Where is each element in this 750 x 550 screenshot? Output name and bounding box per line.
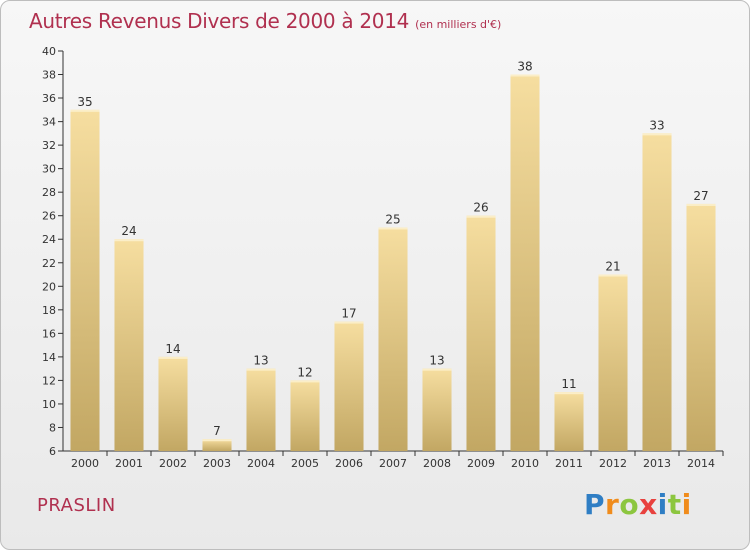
data-label-2011: 11 [561,377,576,391]
y-tick-label: 24 [42,233,56,246]
chart-title-main: Autres Revenus Divers de 2000 à 2014 [29,9,410,33]
bar-2009 [466,215,496,451]
bar-2008 [422,368,452,451]
logo-letter: x [639,488,658,521]
bar-2005 [290,380,320,451]
bar-2002 [158,356,188,451]
logo-letter: i [681,488,692,521]
y-tick-label: 10 [42,398,56,411]
bar-2010 [510,74,540,451]
x-tick-label: 2010 [511,457,539,470]
x-tick-label: 2014 [687,457,715,470]
logo-letter: o [619,488,640,521]
x-axis: 2000 2001 2002 2003 2004 2005 2006 2007 2008 2009… [63,450,724,470]
x-tick-label: 2001 [115,457,143,470]
bar-highlight [158,356,188,359]
logo-letter: i [657,488,668,521]
y-tick-label: 16 [42,327,56,340]
y-tick-label: 12 [42,374,56,387]
bar-2000 [70,109,100,451]
bar-highlight [642,133,672,136]
y-tick-label: 18 [42,304,56,317]
data-label-2005: 12 [297,365,312,379]
data-label-2002: 14 [165,342,180,356]
chart-title: Autres Revenus Divers de 2000 à 2014 (en … [29,9,501,33]
bar-2013 [642,133,672,451]
bar-2004 [246,368,276,451]
data-label-2000: 35 [77,95,92,109]
bar-2007 [378,227,408,451]
bar-highlight [70,109,100,112]
y-axis: 6 8 10 12 14 16 18 20 22 24 26 28 30 32 34 36 38 40 [42,45,64,458]
chart-title-unit: (en milliers d'€) [415,18,502,31]
bar-highlight [686,203,716,206]
data-label-2007: 25 [385,212,400,226]
bar-2012 [598,274,628,451]
bar-highlight [554,392,584,395]
x-tick-label: 2007 [379,457,407,470]
y-tick-label: 32 [42,139,56,152]
data-label-2010: 38 [517,60,532,74]
bar-highlight [114,239,144,242]
bar-highlight [598,274,628,277]
y-tick-label: 34 [42,116,56,129]
y-tick-label: 26 [42,210,56,223]
y-tick-label: 28 [42,186,56,199]
logo-letter: t [667,488,682,521]
bar-2003 [202,439,232,451]
x-tick-label: 2005 [291,457,319,470]
x-tick-label: 2003 [203,457,231,470]
x-tick-label: 2011 [555,457,583,470]
y-tick-label: 22 [42,257,56,270]
bar-highlight [246,368,276,371]
y-tick-label: 36 [42,92,56,105]
x-tick-label: 2004 [247,457,275,470]
bar-highlight [466,215,496,218]
x-tick-label: 2006 [335,457,363,470]
data-label-2003: 7 [213,424,221,438]
x-tick-label: 2000 [71,457,99,470]
bar-highlight [422,368,452,371]
x-tick-label: 2008 [423,457,451,470]
location-label: PRASLIN [37,495,116,516]
bar-2001 [114,239,144,451]
logo-letter: P [584,488,606,521]
data-label-2014: 27 [693,189,708,203]
y-tick-label: 8 [49,421,56,434]
data-label-2012: 21 [605,260,620,274]
bar-highlight [290,380,320,383]
bar-series [70,74,716,451]
x-tick-label: 2012 [599,457,627,470]
data-label-2001: 24 [121,224,136,238]
y-tick-label: 30 [42,163,56,176]
bar-2011 [554,392,584,451]
y-tick-label: 14 [42,351,56,364]
data-label-2009: 26 [473,201,488,215]
x-tick-label: 2009 [467,457,495,470]
bar-highlight [202,439,232,442]
y-tick-label: 20 [42,280,56,293]
data-label-2013: 33 [649,118,664,132]
y-tick-label: 38 [42,69,56,82]
data-label-2008: 13 [429,354,444,368]
data-label-2006: 17 [341,307,356,321]
x-tick-label: 2002 [159,457,187,470]
y-tick-label: 40 [42,45,56,58]
data-label-2004: 13 [253,354,268,368]
bar-2006 [334,321,364,451]
x-tick-label: 2013 [643,457,671,470]
data-labels: 35 24 14 7 13 12 17 25 13 26 38 11 21 33 27 [77,60,708,439]
bar-highlight [378,227,408,230]
bar-highlight [334,321,364,324]
logo-letter: r [605,488,620,521]
bar-2014 [686,203,716,451]
bar-highlight [510,74,540,77]
y-tick-label: 6 [49,445,56,458]
